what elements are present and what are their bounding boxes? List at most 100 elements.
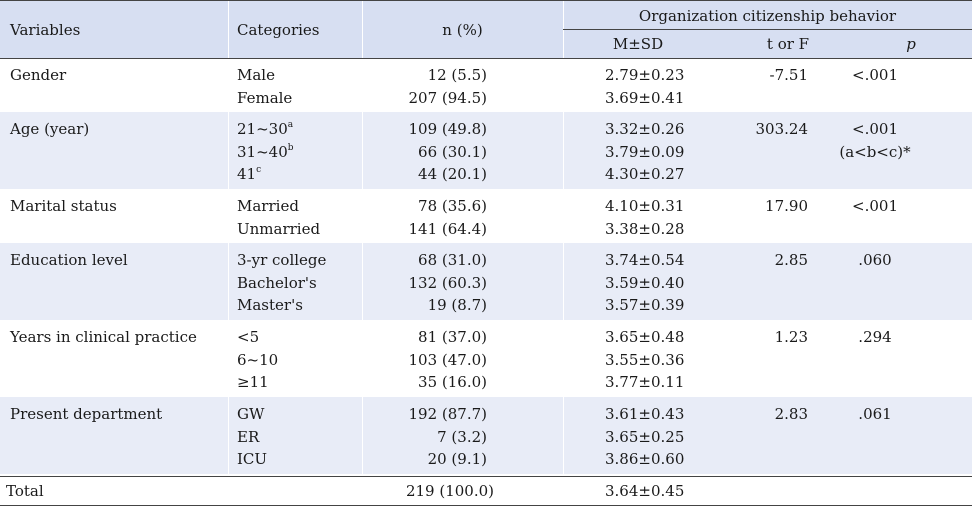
- table-group: Marital status Married Unmarried 78 (35.6) 1…: [0, 189, 972, 243]
- total-msd: 3.64±0.45: [605, 482, 685, 500]
- n-percent-value: 192 (87.7): [408, 405, 487, 423]
- n-percent-value: 66 (30.1): [418, 142, 487, 161]
- p-value-list: .060: [800, 249, 950, 272]
- msd-list: 4.10±0.31 3.38±0.28: [605, 195, 684, 240]
- header-t-or-f: t or F: [766, 35, 810, 53]
- category-item: 31~40b: [237, 141, 294, 164]
- n-percent-value: 132 (60.3): [408, 273, 487, 292]
- header-n-percent: n (%): [442, 21, 483, 39]
- msd-list: 3.32±0.26 3.79±0.09 4.30±0.27: [605, 118, 684, 186]
- p-value: <.001: [852, 66, 898, 84]
- msd-list: 3.65±0.48 3.55±0.36 3.77±0.11: [605, 326, 684, 394]
- table-header: Variables Categories n (%) Organization …: [0, 0, 972, 59]
- n-percent-list: 109 (49.8) 66 (30.1) 44 (20.1): [362, 118, 487, 186]
- t-value: 303.24: [713, 118, 809, 141]
- msd-value: 3.55±0.36: [605, 350, 685, 369]
- msd-value: 3.65±0.48: [605, 328, 685, 346]
- variable-name: Gender: [10, 64, 66, 87]
- p-value-list: .061: [800, 403, 950, 426]
- msd-value: 3.69±0.41: [605, 88, 685, 107]
- t-or-f-value: 1.23: [774, 328, 808, 346]
- msd-value: 3.32±0.26: [605, 120, 685, 138]
- p-value-list: .294: [800, 326, 950, 349]
- variable-label: Education level: [10, 251, 128, 269]
- total-row: Total 219 (100.0) 3.64±0.45: [0, 476, 972, 506]
- n-percent-value: 81 (37.0): [418, 328, 487, 346]
- category-item: GW: [237, 403, 267, 426]
- msd-value: 3.65±0.25: [605, 427, 685, 446]
- n-percent-value: 78 (35.6): [418, 197, 487, 215]
- msd-value: 4.10±0.31: [605, 197, 685, 215]
- msd-value: 3.77±0.11: [605, 373, 685, 391]
- p-value: .061: [858, 405, 892, 423]
- msd-value: 3.61±0.43: [605, 405, 685, 423]
- n-percent-list: 192 (87.7) 7 (3.2) 20 (9.1): [362, 403, 487, 471]
- category-label: Master's: [237, 296, 303, 314]
- category-label: 6~10: [237, 350, 279, 369]
- category-item: 21~30a: [237, 118, 294, 141]
- category-label: Bachelor's: [237, 273, 317, 292]
- p-value-list: <.001 (a<b<c)*: [800, 118, 950, 163]
- header-categories: Categories: [237, 21, 320, 39]
- table-group: Education level 3-yr college Bachelor's Mas…: [0, 243, 972, 320]
- category-item: ICU: [237, 448, 267, 471]
- variable-name: Age (year): [10, 118, 89, 141]
- msd-list: 3.61±0.43 3.65±0.25 3.86±0.60: [605, 403, 684, 471]
- t-value: 2.83: [713, 403, 808, 426]
- category-item: 6~10: [237, 349, 278, 372]
- t-value: 2.85: [713, 249, 808, 272]
- category-label: GW: [237, 405, 265, 423]
- p-value: <.001: [852, 197, 898, 215]
- p-value: .060: [858, 251, 892, 269]
- t-or-f-value: 2.83: [774, 405, 808, 423]
- msd-value: 3.79±0.09: [605, 142, 685, 161]
- table-group: Age (year) 21~30a 31~40b 41c 109 (49.8) 66 (3…: [0, 112, 972, 189]
- t-or-f-value: 17.90: [765, 197, 808, 215]
- msd-value: 2.79±0.23: [605, 66, 685, 84]
- category-item: 3-yr college: [237, 249, 326, 272]
- total-n: 219 (100.0): [405, 482, 494, 500]
- category-item: ER: [237, 426, 267, 449]
- p-value-list: <.001: [800, 64, 950, 87]
- category-label: 3-yr college: [237, 251, 327, 269]
- n-percent-value: 19 (8.7): [427, 296, 487, 314]
- n-percent-value: 141 (64.4): [408, 219, 487, 238]
- header-divider: [563, 29, 972, 30]
- variable-label: Marital status: [10, 197, 117, 215]
- msd-value: 3.59±0.40: [605, 273, 685, 292]
- msd-list: 3.74±0.54 3.59±0.40 3.57±0.39: [605, 249, 684, 317]
- t-value: -7.51: [713, 64, 808, 87]
- category-label: 31~40: [237, 142, 288, 161]
- category-label: Male: [237, 66, 275, 84]
- category-label: ≥11: [237, 373, 269, 391]
- p-value-list: <.001: [800, 195, 950, 218]
- variable-label: Age (year): [10, 120, 90, 138]
- n-percent-list: 78 (35.6) 141 (64.4): [362, 195, 487, 240]
- n-percent-value: 20 (9.1): [427, 450, 487, 468]
- category-label: Unmarried: [237, 219, 321, 238]
- total-label: Total: [6, 482, 44, 500]
- msd-value: 4.30±0.27: [605, 165, 685, 183]
- category-item: Master's: [237, 294, 326, 317]
- header-msd: M±SD: [612, 35, 664, 53]
- category-label: Female: [237, 88, 293, 107]
- msd-value: 3.38±0.28: [605, 219, 685, 238]
- msd-value: 3.74±0.54: [605, 251, 685, 269]
- t-or-f-value: -7.51: [769, 66, 808, 84]
- n-percent-value: 68 (31.0): [418, 251, 487, 269]
- msd-value: 3.57±0.39: [605, 296, 685, 314]
- p-value: .294: [858, 328, 892, 346]
- category-label: ER: [237, 427, 260, 446]
- category-label: ICU: [237, 450, 268, 468]
- variable-label: Years in clinical practice: [10, 328, 197, 346]
- p-value: (a<b<c)*: [839, 142, 911, 161]
- n-percent-value: 103 (47.0): [408, 350, 487, 369]
- table-group: Years in clinical practice <5 6~10 ≥11 81 (3…: [0, 320, 972, 397]
- n-percent-value: 207 (94.5): [408, 88, 487, 107]
- category-superscript: a: [287, 120, 294, 130]
- n-percent-list: 81 (37.0) 103 (47.0) 35 (16.0): [362, 326, 487, 394]
- n-percent-list: 68 (31.0) 132 (60.3) 19 (8.7): [362, 249, 487, 317]
- category-superscript: c: [256, 165, 262, 175]
- n-percent-value: 109 (49.8): [408, 120, 487, 138]
- category-label: Married: [237, 197, 299, 215]
